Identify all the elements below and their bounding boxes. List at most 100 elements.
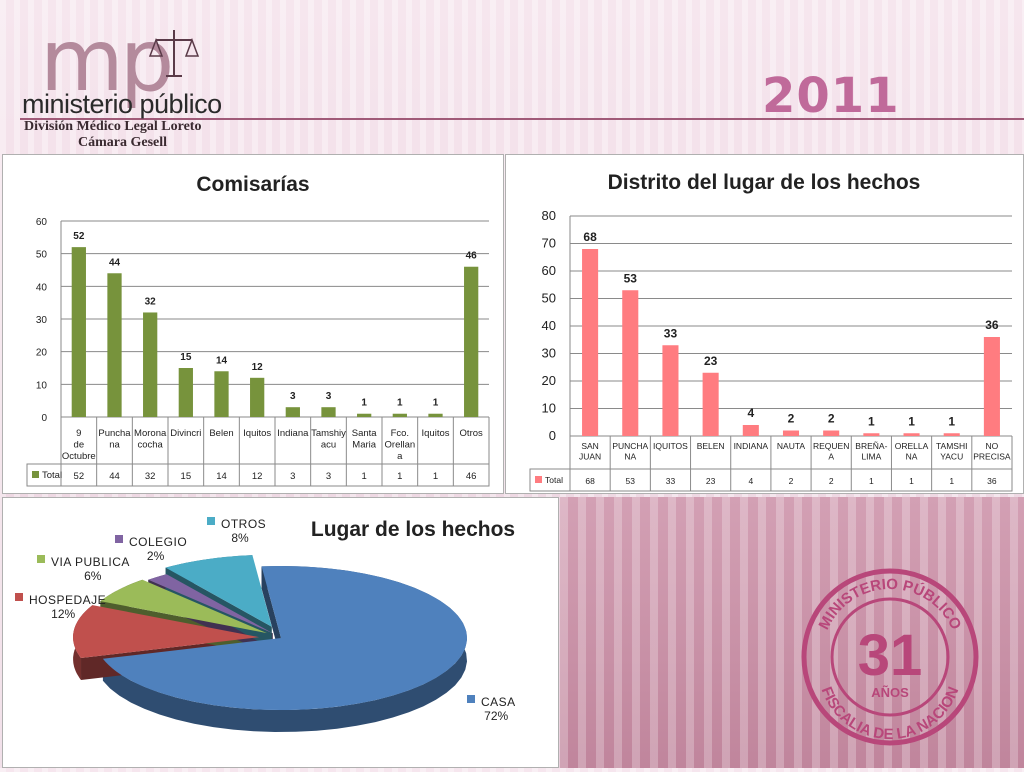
data-label: 3: [326, 391, 332, 402]
data-label: 1: [868, 414, 875, 428]
bar: [392, 413, 407, 417]
table-value: 1: [362, 471, 367, 482]
data-label: 23: [704, 354, 718, 368]
slice-value: 8%: [231, 531, 249, 545]
category-label: Divincri: [170, 428, 201, 439]
bar: [107, 273, 122, 417]
slice-label: OTROS: [221, 517, 266, 531]
bar: [983, 337, 1000, 436]
y-tick-label: 50: [36, 250, 48, 261]
slice-label: COLEGIO: [129, 535, 187, 549]
bar: [943, 433, 960, 436]
legend-swatch: [15, 593, 23, 601]
pie-slice: [73, 605, 260, 658]
table-value: 36: [987, 476, 997, 486]
data-label: 3: [290, 391, 296, 402]
category-label: NO PRECISA: [973, 441, 1011, 462]
seal-number: 31: [858, 623, 923, 688]
chart-panel-lugar: Lugar de los hechos CASA 72% HOSPEDAJE 12% V…: [2, 497, 559, 768]
legend-swatch: [535, 476, 542, 483]
table-value: 3: [326, 471, 331, 482]
year-title: 2011: [762, 68, 900, 124]
chart-title: Distrito del lugar de los hechos: [608, 171, 921, 194]
seal-years: AÑOS: [871, 685, 909, 700]
data-label: 52: [73, 231, 85, 242]
slice-value: 72%: [484, 709, 508, 723]
data-label: 4: [747, 406, 754, 420]
bar: [702, 372, 719, 436]
data-label: 15: [180, 352, 192, 363]
bar: [71, 247, 86, 417]
category-label: Iquitos: [243, 428, 271, 439]
data-label: 2: [828, 412, 835, 426]
data-label: 12: [252, 362, 264, 373]
legend-label: Total: [42, 470, 62, 481]
category-label: 9 de Octubre: [62, 428, 96, 462]
legend-swatch: [207, 517, 215, 525]
category-label: Fco. Orellan a: [385, 428, 416, 462]
legend-swatch: [115, 535, 123, 543]
bar: [464, 266, 479, 417]
data-label: 33: [664, 326, 678, 340]
bar: [582, 249, 599, 436]
data-label: 1: [397, 398, 403, 409]
y-tick-label: 20: [542, 373, 556, 388]
category-label: Tamshiy acu: [311, 428, 346, 451]
pie-slice: [100, 579, 267, 634]
table-value: 1: [397, 471, 402, 482]
table-value: 52: [74, 471, 85, 482]
chart-panel-distrito: Distrito del lugar de los hechos 0 10 20 30…: [505, 154, 1024, 494]
table-value: 14: [216, 471, 227, 482]
data-label: 46: [466, 251, 478, 262]
data-label: 14: [216, 355, 228, 366]
data-label: 53: [624, 271, 638, 285]
table-value: 33: [666, 476, 676, 486]
y-tick-label: 30: [542, 346, 556, 361]
slice-value: 6%: [84, 569, 102, 583]
legend-swatch: [37, 555, 45, 563]
data-label: 1: [361, 398, 367, 409]
category-label: Santa Maria: [352, 428, 378, 451]
table-value: 44: [109, 471, 120, 482]
data-label: 36: [985, 318, 999, 332]
legend-swatch: [32, 471, 39, 478]
table-value: 68: [585, 476, 595, 486]
bar: [250, 377, 265, 417]
data-label: 2: [788, 412, 795, 426]
bar: [214, 371, 229, 417]
category-label: Morona cocha: [134, 428, 167, 451]
table-value: 23: [706, 476, 716, 486]
bar: [143, 312, 158, 417]
table-value: 53: [626, 476, 636, 486]
slice-value: 12%: [51, 607, 75, 621]
y-tick-label: 10: [542, 401, 556, 416]
y-tick-label: 20: [36, 348, 48, 359]
data-label: 1: [908, 414, 915, 428]
category-label: BELEN: [697, 441, 725, 451]
header-rule: [20, 118, 1024, 120]
scales-icon: [148, 30, 200, 77]
anniversary-seal: MINISTERIO PÚBLICO FISCALIA DE LA NACION…: [801, 568, 979, 746]
y-tick-label: 40: [542, 318, 556, 333]
logo-letters: mp: [40, 11, 174, 111]
y-tick-label: 0: [549, 428, 556, 443]
y-tick-label: 60: [542, 263, 556, 278]
category-label: Indiana: [277, 428, 309, 439]
slice-label: HOSPEDAJE: [29, 593, 106, 607]
pie-slice: [102, 566, 467, 711]
bar: [742, 425, 759, 436]
bar: [178, 368, 193, 417]
data-label: 32: [145, 296, 157, 307]
legend-label: Total: [545, 475, 563, 485]
data-label: 68: [583, 230, 597, 244]
y-tick-label: 10: [36, 380, 48, 391]
table-value: 1: [909, 476, 914, 486]
category-label: IQUITOS: [653, 441, 688, 451]
pie-slice: [165, 555, 272, 627]
chart-panel-comisarias: Comisarías 0 10 20 30 40 50 60 52 44 32 15 14 12 3 3 1 1…: [2, 154, 504, 494]
logo-word: ministerio público: [22, 89, 222, 119]
y-tick-label: 0: [41, 413, 47, 424]
category-label: Iquitos: [422, 428, 450, 439]
table-value: 1: [869, 476, 874, 486]
